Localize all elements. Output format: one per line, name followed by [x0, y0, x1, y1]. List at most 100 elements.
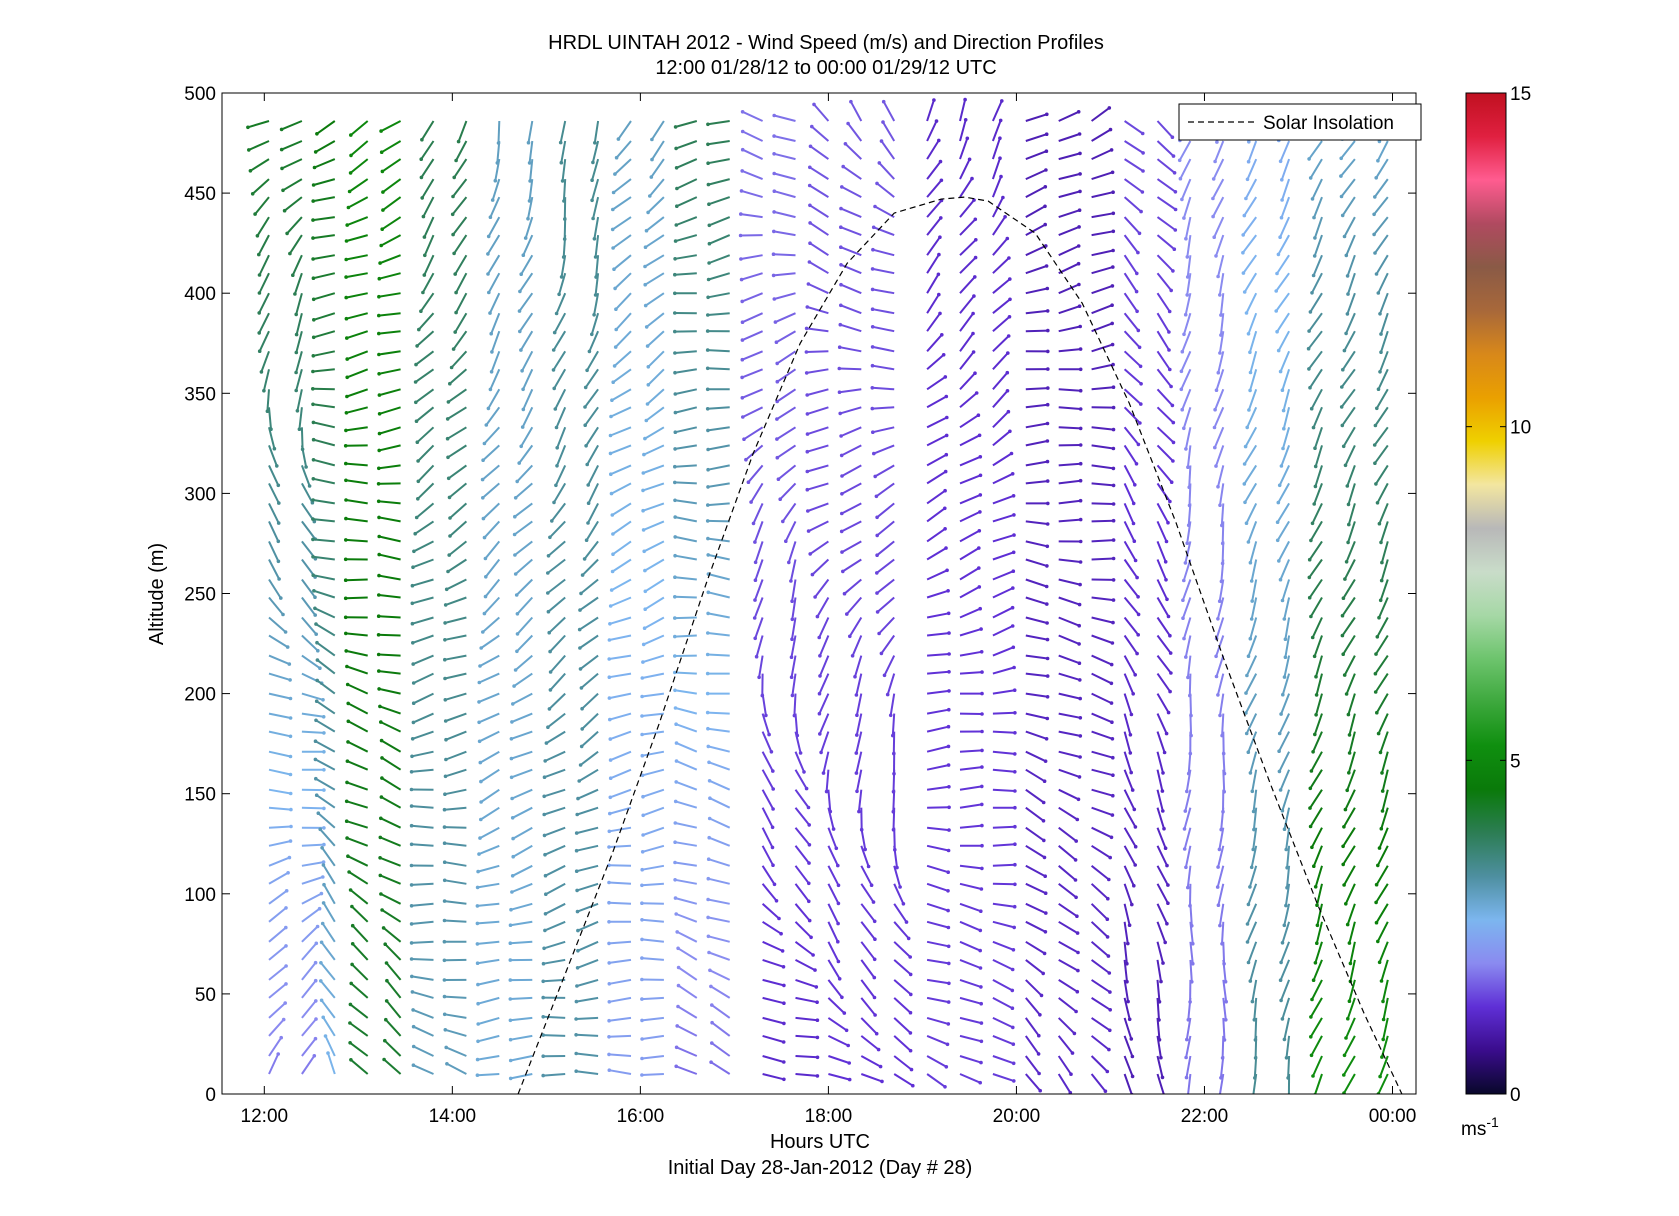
wind-vector-shaft — [345, 499, 368, 505]
wind-vector-head — [1129, 712, 1134, 717]
wind-vector — [543, 902, 566, 916]
wind-vector-head — [281, 188, 285, 193]
wind-vector-head — [1045, 674, 1050, 678]
wind-vector-head — [344, 239, 349, 243]
wind-vector-shaft — [675, 388, 698, 395]
wind-vector — [643, 426, 665, 441]
wind-vector-head — [1249, 579, 1254, 583]
wind-vector — [247, 140, 270, 152]
wind-vector-head — [259, 370, 264, 374]
wind-vector-head — [1133, 825, 1138, 829]
wind-vector-head — [676, 983, 681, 988]
wind-vector-head — [410, 974, 414, 979]
wind-vector-head — [409, 787, 414, 792]
wind-vector-shaft — [423, 216, 435, 238]
wind-vector-shaft — [484, 578, 501, 598]
wind-vector — [443, 692, 467, 702]
wind-vector — [586, 482, 600, 506]
wind-vector-shaft — [444, 654, 467, 661]
wind-vector-head — [977, 433, 982, 438]
wind-vector-shaft — [510, 1016, 533, 1022]
wind-vector — [642, 444, 665, 457]
wind-vector — [348, 1002, 369, 1019]
wind-vector-head — [795, 733, 800, 738]
wind-vector-head — [291, 273, 295, 278]
wind-vector — [649, 158, 665, 179]
wind-vector — [848, 616, 863, 639]
wind-vector-head — [771, 863, 775, 867]
wind-vector-head — [1106, 954, 1111, 958]
wind-vector-head — [1076, 261, 1081, 266]
wind-vector-head — [875, 591, 879, 595]
wind-vector — [613, 158, 632, 176]
wind-vector — [578, 750, 599, 767]
wind-vector-shaft — [711, 1004, 731, 1019]
wind-vector-head — [818, 732, 822, 736]
wind-vector — [673, 388, 698, 396]
wind-vector-head — [411, 1063, 416, 1067]
wind-vector-shaft — [378, 670, 401, 675]
wind-vector-head — [288, 754, 293, 759]
wind-vector — [414, 350, 435, 367]
wind-vector-shaft — [317, 812, 336, 829]
wind-vector-head — [1159, 979, 1163, 984]
wind-vector-head — [674, 146, 678, 151]
wind-vector-head — [287, 662, 292, 666]
wind-vector-shaft — [1222, 1017, 1226, 1040]
wind-vector — [454, 140, 468, 163]
wind-vector-shaft — [257, 234, 270, 256]
wind-vector — [345, 759, 369, 771]
wind-vector-head — [1309, 1053, 1314, 1058]
wind-vector-head — [554, 483, 558, 488]
wind-vector-shaft — [487, 234, 501, 255]
wind-vector-shaft — [674, 481, 697, 485]
wind-vector-head — [874, 494, 879, 499]
wind-vector — [845, 596, 863, 616]
wind-vector — [301, 730, 326, 735]
wind-vector-head — [1078, 324, 1082, 329]
wind-vector-shaft — [552, 330, 567, 351]
wind-vector — [762, 978, 786, 988]
wind-vector-head — [1076, 244, 1081, 248]
wind-vector-head — [641, 642, 646, 647]
wind-vector-shaft — [416, 502, 435, 519]
wind-vector — [794, 751, 806, 774]
wind-vector — [644, 406, 665, 423]
wind-vector-head — [322, 750, 326, 754]
wind-vector-head — [607, 1000, 612, 1004]
wind-vector-head — [837, 977, 842, 981]
wind-vector-head — [978, 966, 983, 970]
wind-vector-head — [893, 847, 897, 852]
wind-vector-head — [1166, 520, 1170, 525]
wind-vector — [590, 178, 600, 203]
wind-vector — [741, 406, 764, 419]
wind-vector-head — [1077, 208, 1082, 212]
wind-vector — [673, 616, 697, 620]
wind-vector-head — [706, 428, 710, 433]
wind-vector — [559, 255, 567, 279]
wind-vector-shaft — [707, 653, 730, 657]
wind-vector-head — [1282, 1037, 1287, 1042]
wind-vector-head — [609, 491, 614, 496]
wind-vector-head — [1279, 960, 1283, 965]
wind-vector-shaft — [809, 184, 829, 198]
wind-vector — [300, 465, 312, 488]
wind-vector-head — [1072, 1031, 1077, 1036]
wind-vector-head — [875, 571, 879, 575]
wind-vector-head — [322, 788, 326, 792]
wind-vector-shaft — [761, 845, 774, 866]
wind-vector-head — [1245, 177, 1250, 182]
wind-vector-shaft — [806, 350, 829, 353]
wind-vector — [673, 688, 697, 695]
wind-vector-head — [419, 309, 423, 314]
wind-vector-head — [1281, 692, 1285, 697]
wind-vector-head — [442, 825, 447, 829]
wind-vector — [377, 515, 401, 523]
wind-vector-head — [1222, 789, 1226, 794]
wind-vector-shaft — [644, 234, 665, 249]
wind-vector — [443, 788, 467, 796]
wind-vector-head — [673, 480, 677, 485]
wind-vector — [520, 350, 534, 373]
wind-vector-head — [1245, 940, 1250, 944]
wind-vector-shaft — [483, 426, 501, 445]
